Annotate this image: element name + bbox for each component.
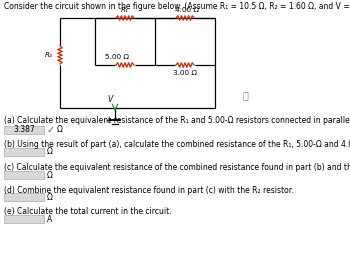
Text: R₂: R₂ — [45, 52, 53, 58]
Text: R₁: R₁ — [121, 7, 129, 13]
Text: (e) Calculate the total current in the circuit.: (e) Calculate the total current in the c… — [4, 207, 172, 216]
Bar — [4, 126, 44, 134]
Text: ⓘ: ⓘ — [242, 90, 248, 100]
Text: (c) Calculate the equivalent resistance of the combined resistance found in part: (c) Calculate the equivalent resistance … — [4, 163, 350, 172]
Text: A: A — [47, 215, 52, 224]
Bar — [4, 171, 44, 179]
Text: (b) Using the result of part (a), calculate the combined resistance of the R₁, 5: (b) Using the result of part (a), calcul… — [4, 140, 350, 149]
Text: Ω: Ω — [47, 147, 53, 156]
Text: 4.00 Ω: 4.00 Ω — [175, 7, 199, 13]
Text: 3.00 Ω: 3.00 Ω — [173, 70, 197, 76]
Text: (a) Calculate the equivalent resistance of the R₁ and 5.00-Ω resistors connected: (a) Calculate the equivalent resistance … — [4, 116, 350, 125]
Text: Consider the circuit shown in the figure below. (Assume R₁ = 10.5 Ω, R₂ = 1.60 Ω: Consider the circuit shown in the figure… — [4, 2, 350, 11]
Bar — [4, 148, 44, 156]
Text: Ω: Ω — [47, 192, 53, 202]
Text: ✓: ✓ — [47, 125, 55, 135]
Text: +: + — [105, 118, 111, 124]
Bar — [4, 193, 44, 201]
Text: Ω: Ω — [47, 170, 53, 179]
Bar — [4, 215, 44, 223]
Text: (d) Combine the equivalent resistance found in part (c) with the R₂ resistor.: (d) Combine the equivalent resistance fo… — [4, 186, 294, 195]
Text: V: V — [107, 95, 113, 105]
Text: 3.387: 3.387 — [13, 125, 35, 134]
Text: Ω: Ω — [57, 125, 63, 134]
Text: −: − — [113, 122, 119, 128]
Text: 5.00 Ω: 5.00 Ω — [105, 54, 129, 60]
